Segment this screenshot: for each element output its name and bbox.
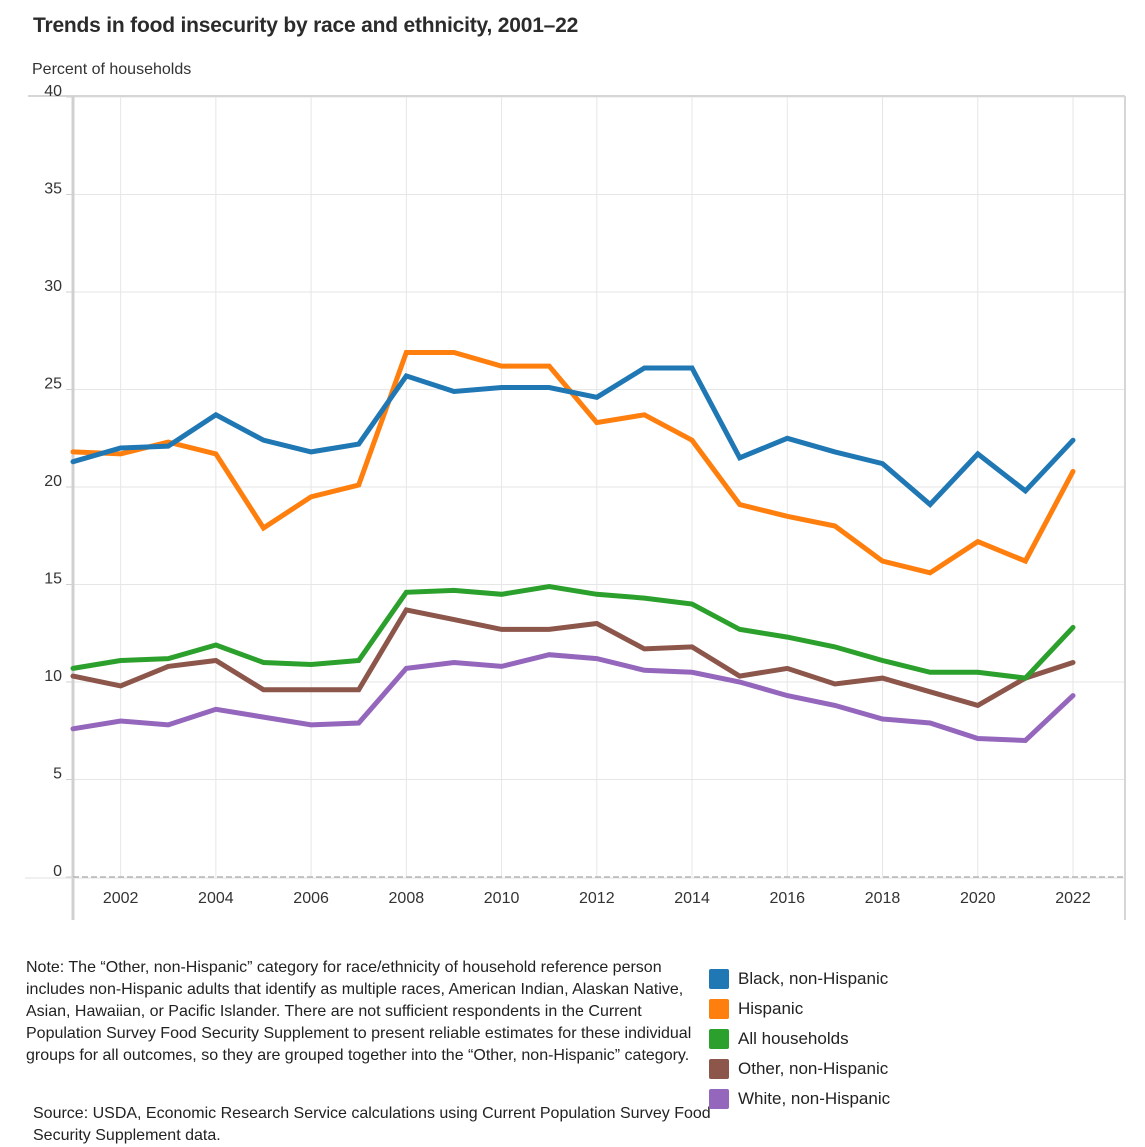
- x-tick-label: 2022: [1055, 890, 1091, 907]
- y-axis-label: Percent of households: [32, 61, 192, 78]
- legend-item: White, non-Hispanic: [709, 1084, 890, 1114]
- gridlines: [73, 96, 1125, 877]
- legend-item: Other, non-Hispanic: [709, 1054, 890, 1084]
- series-lines: [70, 350, 1076, 744]
- x-axis-ticks: 2002 2004 2006 2008 2010 2012 2014 2016 2018 2020…: [103, 890, 1091, 907]
- x-tick-label: 2012: [579, 890, 615, 907]
- series-line-black-non-hispanic: [70, 365, 1076, 508]
- legend-swatch: [709, 969, 729, 989]
- series-line-all-households: [70, 583, 1076, 681]
- legend: Black, non-Hispanic Hispanic All household…: [709, 964, 890, 1114]
- legend-label: Hispanic: [738, 999, 804, 1018]
- legend-label: All households: [738, 1029, 849, 1048]
- y-tick-label: 40: [44, 83, 62, 100]
- legend-swatch: [709, 999, 729, 1019]
- x-tick-label: 2004: [198, 890, 234, 907]
- y-axis-ticks: 0 5 10 15 20 25 30 35 40: [44, 83, 73, 880]
- y-tick-label: 15: [44, 571, 62, 588]
- legend-label: Other, non-Hispanic: [738, 1059, 889, 1078]
- x-tick-label: 2002: [103, 890, 139, 907]
- y-tick-label: 35: [44, 181, 62, 198]
- chart-note: Note: The “Other, non-Hispanic” category…: [26, 959, 692, 1064]
- legend-swatch: [709, 1059, 729, 1079]
- chart-source: Source: USDA, Economic Research Service …: [33, 1105, 711, 1144]
- y-tick-label: 5: [53, 766, 62, 783]
- series-line-other-non-hispanic: [70, 607, 1076, 709]
- legend-item: Hispanic: [709, 994, 890, 1024]
- series-line-white-non-hispanic: [70, 652, 1076, 744]
- chart-title: Trends in food insecurity by race and et…: [33, 14, 579, 37]
- legend-item: Black, non-Hispanic: [709, 964, 890, 994]
- x-tick-label: 2016: [769, 890, 805, 907]
- legend-label: White, non-Hispanic: [738, 1089, 891, 1108]
- chart-frame: [25, 95, 1126, 920]
- legend-label: Black, non-Hispanic: [738, 969, 889, 988]
- legend-item: All households: [709, 1024, 890, 1054]
- x-tick-label: 2020: [960, 890, 996, 907]
- y-tick-label: 0: [53, 863, 62, 880]
- y-tick-label: 10: [44, 668, 62, 685]
- series-line-hispanic: [70, 350, 1076, 576]
- y-tick-label: 30: [44, 278, 62, 295]
- line-chart: 0 5 10 15 20 25 30 35 40 2002 2004 2006 2008 2010 201…: [25, 83, 1126, 920]
- x-tick-label: 2010: [484, 890, 520, 907]
- legend-swatch: [709, 1089, 729, 1109]
- legend-swatch: [709, 1029, 729, 1049]
- x-tick-label: 2018: [865, 890, 901, 907]
- y-tick-label: 20: [44, 473, 62, 490]
- y-tick-label: 25: [44, 376, 62, 393]
- x-tick-label: 2014: [674, 890, 710, 907]
- x-tick-label: 2006: [293, 890, 329, 907]
- x-tick-label: 2008: [389, 890, 425, 907]
